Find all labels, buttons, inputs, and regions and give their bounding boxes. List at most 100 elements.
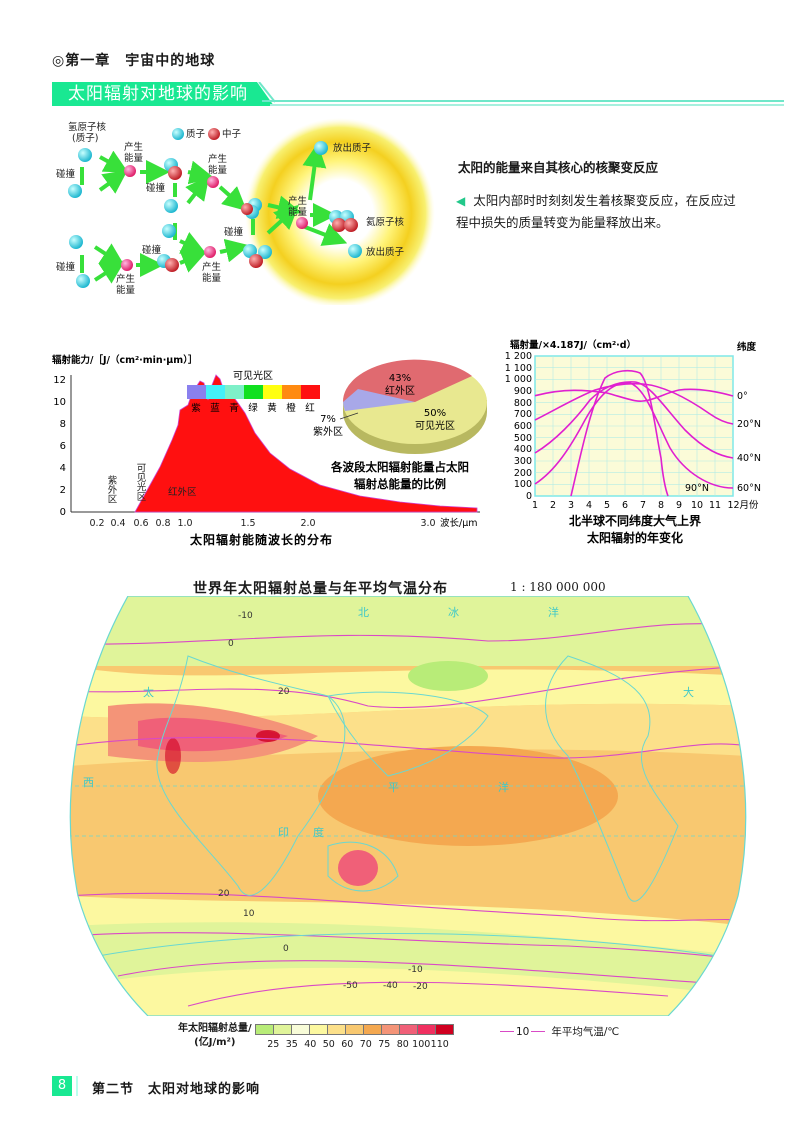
svg-text:43%: 43% [389,373,411,384]
svg-text:0: 0 [60,507,66,518]
banner-rule [262,100,784,102]
section-banner: 太阳辐射对地球的影响 [52,82,274,106]
region-visible: 可见光区 [135,463,147,501]
svg-text:8: 8 [658,500,664,511]
svg-text:400: 400 [514,444,532,455]
y-axis-title: 辐射量/×4.187J/（cm²·d） [510,339,636,351]
svg-text:能量: 能量 [124,152,144,164]
svg-text:20: 20 [218,889,230,899]
svg-text:印: 印 [278,826,289,839]
footer-section: 第二节 太阳对地球的影响 [92,1082,261,1097]
svg-text:0: 0 [228,639,234,649]
svg-text:1 200: 1 200 [505,351,532,362]
x-axis-title: 波长/μm [440,517,478,529]
line-60N [534,382,734,489]
page-number: 8 [52,1076,72,1096]
svg-text:产生: 产生 [208,153,228,165]
svg-text:1 100: 1 100 [505,363,532,374]
label-hydrogen: 氢原子核 [68,121,107,133]
svg-text:能量: 能量 [288,206,308,218]
svg-text:60°N: 60°N [737,483,761,494]
svg-text:8: 8 [60,419,66,430]
svg-text:可见光区: 可见光区 [415,419,455,432]
svg-text:0: 0 [283,944,289,954]
svg-text:500: 500 [514,433,532,444]
svg-text:辐射总能量的比例: 辐射总能量的比例 [354,477,446,491]
diagram-caption-body: ◀ 太阳内部时时刻刻发生着核聚变反应，在反应过程中损失的质量转变为能量释放出来。 [456,193,736,230]
svg-text:碰撞: 碰撞 [142,244,162,256]
svg-text:2.0: 2.0 [300,518,315,529]
svg-text:红: 红 [305,402,315,414]
footer-divider [76,1076,78,1096]
svg-text:绿: 绿 [248,402,258,414]
svg-text:0.4: 0.4 [110,518,125,529]
svg-text:50%: 50% [424,408,446,419]
diagram-caption-title: 太阳的能量来自其核心的核聚变反应 [458,160,659,175]
svg-text:大: 大 [683,685,694,699]
svg-text:能量: 能量 [116,284,136,296]
map-title: 世界年太阳辐射总量与年平均气温分布 [193,581,448,597]
svg-text:0.8: 0.8 [155,518,170,529]
svg-text:600: 600 [514,421,532,432]
svg-text:6: 6 [622,500,628,511]
svg-text:紫外区: 紫外区 [313,426,343,438]
svg-text:2: 2 [60,485,66,496]
neutron-particles [165,128,358,272]
banner-decoration [258,82,276,103]
svg-text:冰: 冰 [448,606,459,619]
svg-text:-10: -10 [238,611,253,621]
triangle-bullet-icon: ◀ [456,194,466,208]
svg-text:10: 10 [691,500,703,511]
svg-text:度: 度 [313,825,324,839]
region-uv: 紫外区 [106,475,118,504]
svg-text:碰撞: 碰撞 [56,168,76,180]
spectrum-legend [187,385,320,399]
svg-text:紫: 紫 [191,403,201,414]
label-release-proton: 放出质子 [333,142,372,154]
svg-text:0°: 0° [737,391,748,402]
svg-text:12: 12 [53,375,66,386]
spectrum-chart-title: 太阳辐射能随波长的分布 [190,532,333,547]
isotherm-legend: 10 年平均气温/℃ [500,1024,619,1039]
svg-text:青: 青 [229,402,239,414]
svg-text:800: 800 [514,398,532,409]
line-90N [570,369,669,497]
svg-text:碰撞: 碰撞 [224,226,244,238]
svg-text:碰撞: 碰撞 [56,261,76,273]
line-chart-title: 北半球不同纬度大气上界 [569,513,701,528]
svg-text:4: 4 [60,463,66,474]
svg-text:产生: 产生 [288,195,308,207]
banner-rule-secondary [270,104,784,106]
svg-text:0: 0 [526,491,532,502]
svg-text:1.0: 1.0 [177,518,192,529]
svg-text:能量: 能量 [202,272,222,284]
svg-text:5: 5 [604,500,610,511]
latitude-radiation-chart: 辐射量/×4.187J/（cm²·d） 纬度 0 100 200 300 400… [505,339,761,545]
svg-text:红外区: 红外区 [385,384,415,397]
svg-text:1 000: 1 000 [505,374,532,385]
line-40N [534,381,734,459]
svg-text:200: 200 [514,468,532,479]
svg-text:10: 10 [53,397,66,408]
svg-text:蓝: 蓝 [210,402,220,414]
svg-text:6: 6 [60,441,66,452]
world-map: 北 冰 洋 大 西 太 平 洋 印 度 -10 0 20 20 10 0 -10… [69,596,747,1016]
svg-text:产生: 产生 [124,141,144,153]
map-legend-ticks: 25 35 40 50 60 70 75 80 100 110 [267,1039,449,1050]
svg-text:90°N: 90°N [685,483,709,494]
line-20N [534,382,734,425]
svg-text:10: 10 [243,909,255,919]
legend-proton: 质子 [186,128,206,140]
svg-text:西: 西 [83,776,94,789]
label-helium: 氦原子核 [366,216,405,228]
svg-text:太: 太 [143,686,154,699]
spectrum-chart: 辐射能力/［J/（cm²·min·μm）］ 0 2 4 6 8 10 12 紫外… [52,354,480,547]
svg-text:0.2: 0.2 [89,518,104,529]
svg-text:-10: -10 [408,965,423,975]
svg-text:黄: 黄 [267,402,277,414]
svg-text:1: 1 [532,500,538,511]
svg-text:3: 3 [568,500,574,511]
spectrum-legend-title: 可见光区 [233,369,273,382]
svg-text:20°N: 20°N [737,419,761,430]
fusion-diagram: 氢原子核 (质子) 碰撞 产生 能量 质子 中子 碰撞 产生 能量 碰撞 产生 … [56,118,435,305]
